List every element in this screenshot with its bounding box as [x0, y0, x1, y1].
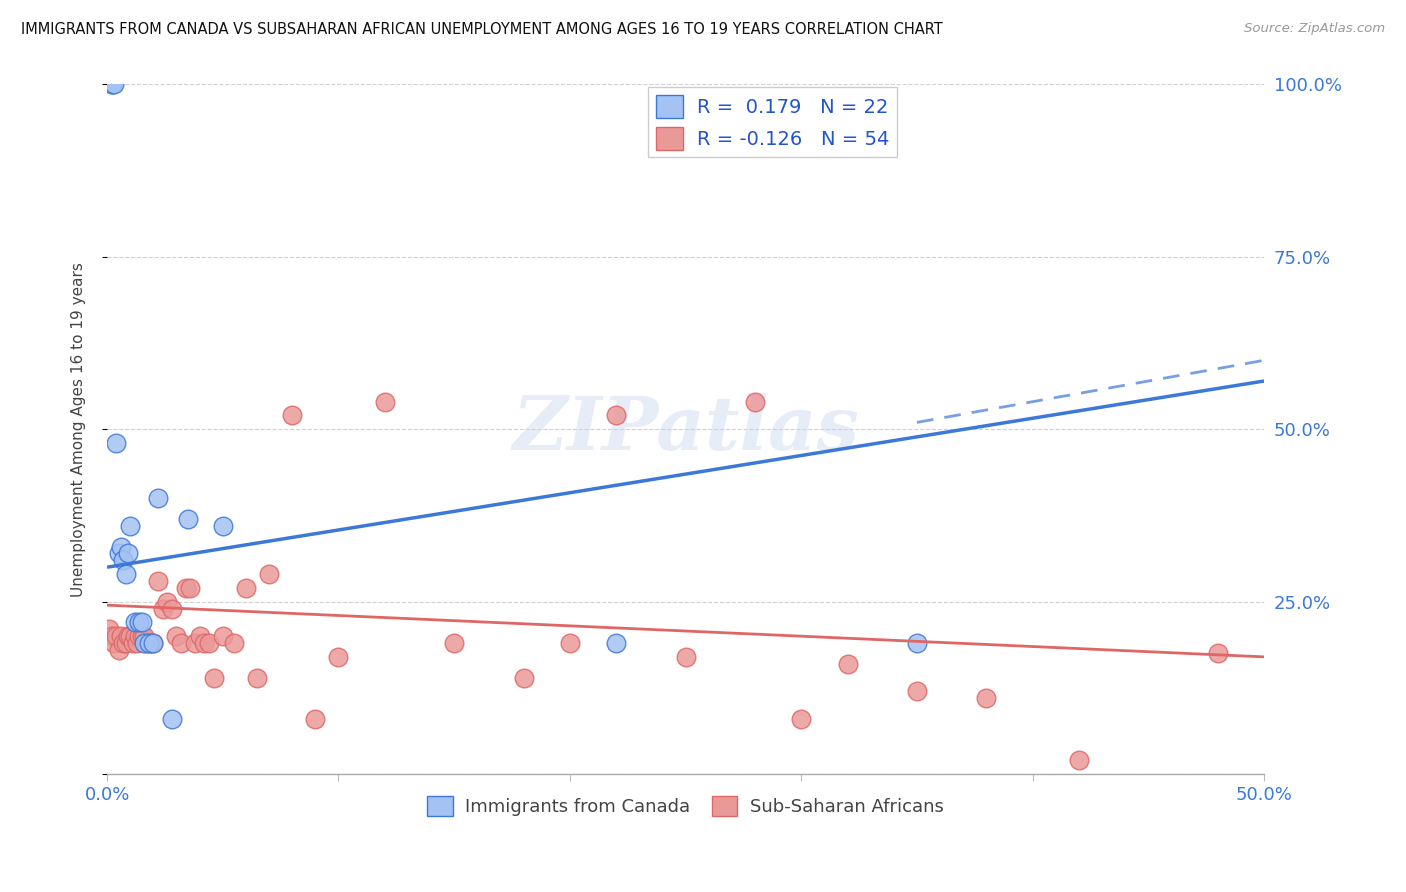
Point — [443, 636, 465, 650]
Point — [132, 636, 155, 650]
Point — [114, 567, 136, 582]
Point — [558, 636, 581, 650]
Point — [142, 636, 165, 650]
Point — [1067, 753, 1090, 767]
Point — [166, 629, 188, 643]
Point — [100, 78, 122, 92]
Point — [177, 512, 200, 526]
Point — [132, 629, 155, 643]
Point — [281, 409, 304, 423]
Point — [142, 636, 165, 650]
Point — [114, 636, 136, 650]
Point — [107, 546, 129, 560]
Point — [124, 615, 146, 630]
Text: ZIPatlas: ZIPatlas — [512, 393, 859, 466]
Text: IMMIGRANTS FROM CANADA VS SUBSAHARAN AFRICAN UNEMPLOYMENT AMONG AGES 16 TO 19 YE: IMMIGRANTS FROM CANADA VS SUBSAHARAN AFR… — [21, 22, 943, 37]
Point — [179, 581, 201, 595]
Point — [121, 636, 143, 650]
Point — [184, 636, 207, 650]
Point — [112, 553, 135, 567]
Point — [257, 567, 280, 582]
Point — [605, 636, 627, 650]
Point — [905, 684, 928, 698]
Point — [103, 636, 125, 650]
Point — [202, 671, 225, 685]
Point — [100, 78, 122, 92]
Point — [235, 581, 257, 595]
Point — [1206, 647, 1229, 661]
Point — [139, 636, 162, 650]
Point — [198, 636, 221, 650]
Point — [328, 649, 350, 664]
Text: Source: ZipAtlas.com: Source: ZipAtlas.com — [1244, 22, 1385, 36]
Point — [170, 636, 193, 650]
Point — [160, 601, 183, 615]
Point — [146, 574, 169, 588]
Point — [110, 629, 132, 643]
Point — [160, 712, 183, 726]
Point — [905, 636, 928, 650]
Point — [138, 636, 160, 650]
Point — [174, 581, 197, 595]
Point — [675, 649, 697, 664]
Point — [103, 78, 125, 92]
Point — [120, 519, 142, 533]
Point — [124, 629, 146, 643]
Point — [107, 643, 129, 657]
Point — [156, 595, 179, 609]
Point — [131, 615, 153, 630]
Point — [98, 622, 121, 636]
Point — [117, 629, 139, 643]
Point — [146, 491, 169, 506]
Point — [110, 540, 132, 554]
Point — [128, 629, 150, 643]
Point — [117, 546, 139, 560]
Point — [224, 636, 246, 650]
Point — [374, 394, 396, 409]
Point — [790, 712, 813, 726]
Point — [188, 629, 211, 643]
Point — [100, 629, 122, 643]
Point — [112, 636, 135, 650]
Point — [837, 657, 859, 671]
Point — [304, 712, 326, 726]
Point — [120, 629, 142, 643]
Point — [105, 436, 128, 450]
Point — [128, 615, 150, 630]
Y-axis label: Unemployment Among Ages 16 to 19 years: Unemployment Among Ages 16 to 19 years — [72, 262, 86, 597]
Point — [138, 636, 160, 650]
Point — [135, 636, 157, 650]
Point — [744, 394, 766, 409]
Point — [193, 636, 215, 650]
Point — [131, 629, 153, 643]
Point — [211, 519, 233, 533]
Point — [152, 601, 174, 615]
Point — [211, 629, 233, 643]
Point — [105, 629, 128, 643]
Point — [976, 691, 998, 706]
Legend: Immigrants from Canada, Sub-Saharan Africans: Immigrants from Canada, Sub-Saharan Afri… — [420, 789, 950, 823]
Point — [127, 636, 149, 650]
Point — [605, 409, 627, 423]
Point — [246, 671, 269, 685]
Point — [512, 671, 534, 685]
